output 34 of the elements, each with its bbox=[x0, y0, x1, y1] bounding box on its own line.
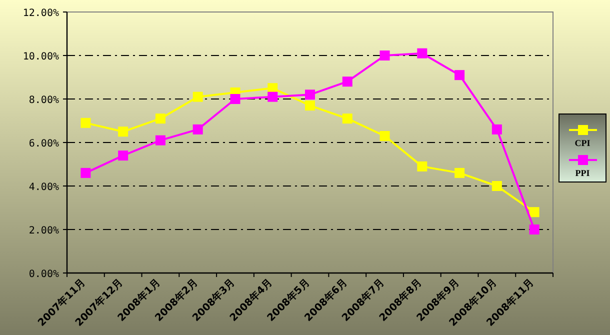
point bbox=[230, 94, 240, 104]
point bbox=[529, 207, 540, 218]
point bbox=[192, 92, 203, 102]
point bbox=[155, 114, 166, 124]
point bbox=[454, 70, 465, 80]
point bbox=[380, 50, 390, 60]
point bbox=[342, 114, 352, 124]
y-tick-label: 12.00% bbox=[22, 8, 59, 19]
point bbox=[118, 126, 128, 137]
point bbox=[305, 100, 315, 111]
y-tick-label: 2.00% bbox=[28, 226, 59, 236]
y-tick-label: 8.00% bbox=[28, 95, 59, 106]
point bbox=[268, 83, 278, 94]
point bbox=[155, 135, 166, 146]
point bbox=[380, 130, 390, 141]
point bbox=[492, 124, 502, 134]
legend-label: CPI bbox=[574, 138, 591, 148]
legend-label: PPI bbox=[575, 168, 590, 178]
y-tick-label: 0.00% bbox=[28, 269, 59, 280]
point bbox=[529, 224, 540, 234]
y-tick-label: 10.00% bbox=[22, 52, 59, 62]
point bbox=[417, 48, 428, 58]
y-tick-label: 6.00% bbox=[28, 138, 59, 150]
point bbox=[80, 118, 91, 128]
point bbox=[118, 150, 128, 161]
point bbox=[492, 181, 502, 191]
y-tick-label: 4.00% bbox=[28, 182, 59, 193]
point bbox=[268, 92, 278, 102]
point bbox=[417, 161, 428, 172]
point bbox=[342, 76, 352, 87]
point bbox=[80, 168, 91, 178]
point bbox=[192, 124, 203, 134]
point bbox=[305, 90, 315, 100]
point bbox=[454, 168, 465, 178]
